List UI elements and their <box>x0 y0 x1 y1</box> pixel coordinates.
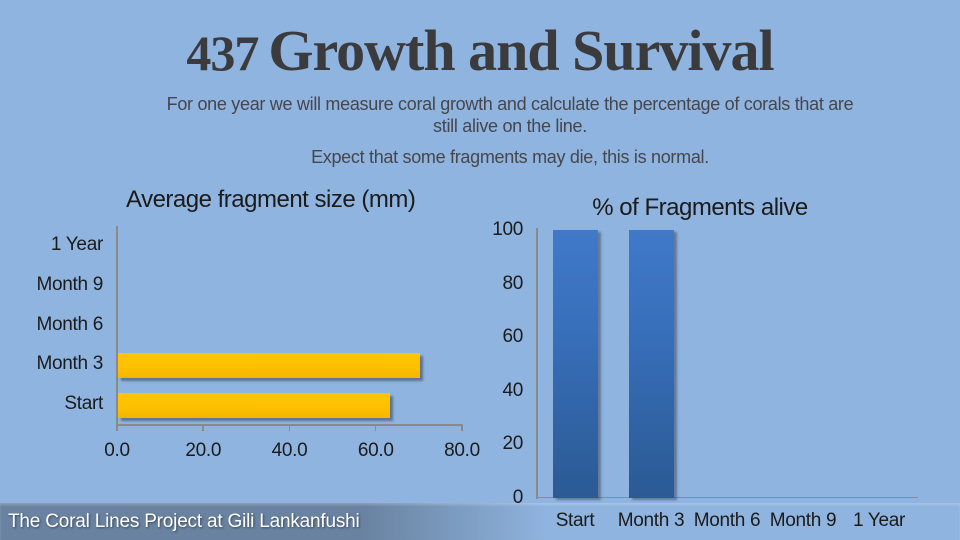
fragments-alive-chart-title: % of Fragments alive <box>592 194 808 221</box>
y-tick-label: 0 <box>512 486 524 508</box>
x-tick-label: 60.0 <box>357 440 394 461</box>
subtitle-line-2: still alive on the line. <box>433 116 587 136</box>
page-title: 437 Growth and Survival <box>0 16 960 94</box>
category-label: Month 6 <box>36 313 103 335</box>
y-tick-label: 20 <box>502 433 523 454</box>
x-tick-label: 80.0 <box>444 440 480 461</box>
category-label: 1 Year <box>50 233 103 255</box>
title-number: 437 <box>186 25 259 81</box>
category-label: Month 9 <box>36 273 103 295</box>
subtitle-line-1: For one year we will measure coral growt… <box>166 94 854 114</box>
bar-start <box>552 230 598 498</box>
footer-band: The Coral Lines Project at Gili Lankanfu… <box>0 503 960 540</box>
x-tick-mark <box>374 425 377 431</box>
y-tick-label: 100 <box>492 219 523 240</box>
footer-text: The Coral Lines Project at Gili Lankanfu… <box>8 510 360 532</box>
y-tick-label: 60 <box>502 326 523 347</box>
y-tick-label: 80 <box>502 272 523 294</box>
subtitle-line-3: Expect that some fragments may die, this… <box>311 147 709 167</box>
y-axis-line <box>536 228 538 499</box>
y-axis-line <box>116 226 118 425</box>
bar-month-3 <box>628 230 674 498</box>
x-tick-label: 20.0 <box>185 440 222 461</box>
subtitle-block: For one year we will measure coral growt… <box>60 93 960 168</box>
x-tick-label: 40.0 <box>271 440 308 461</box>
x-tick-label: 0.0 <box>104 440 130 461</box>
x-tick-mark <box>202 425 204 431</box>
x-axis-line <box>116 424 463 426</box>
bar-start <box>118 392 390 418</box>
fragment-size-chart-title: Average fragment size (mm) <box>126 186 416 213</box>
x-tick-mark <box>461 425 463 431</box>
x-tick-mark <box>116 425 118 431</box>
x-axis-line <box>536 496 918 498</box>
category-label: Start <box>64 393 103 415</box>
y-tick-label: 40 <box>502 379 523 401</box>
title-text: Growth and Survival <box>268 18 774 83</box>
x-tick-mark <box>288 425 290 431</box>
category-label: Month 3 <box>36 353 103 375</box>
bar-month-3 <box>118 352 420 378</box>
